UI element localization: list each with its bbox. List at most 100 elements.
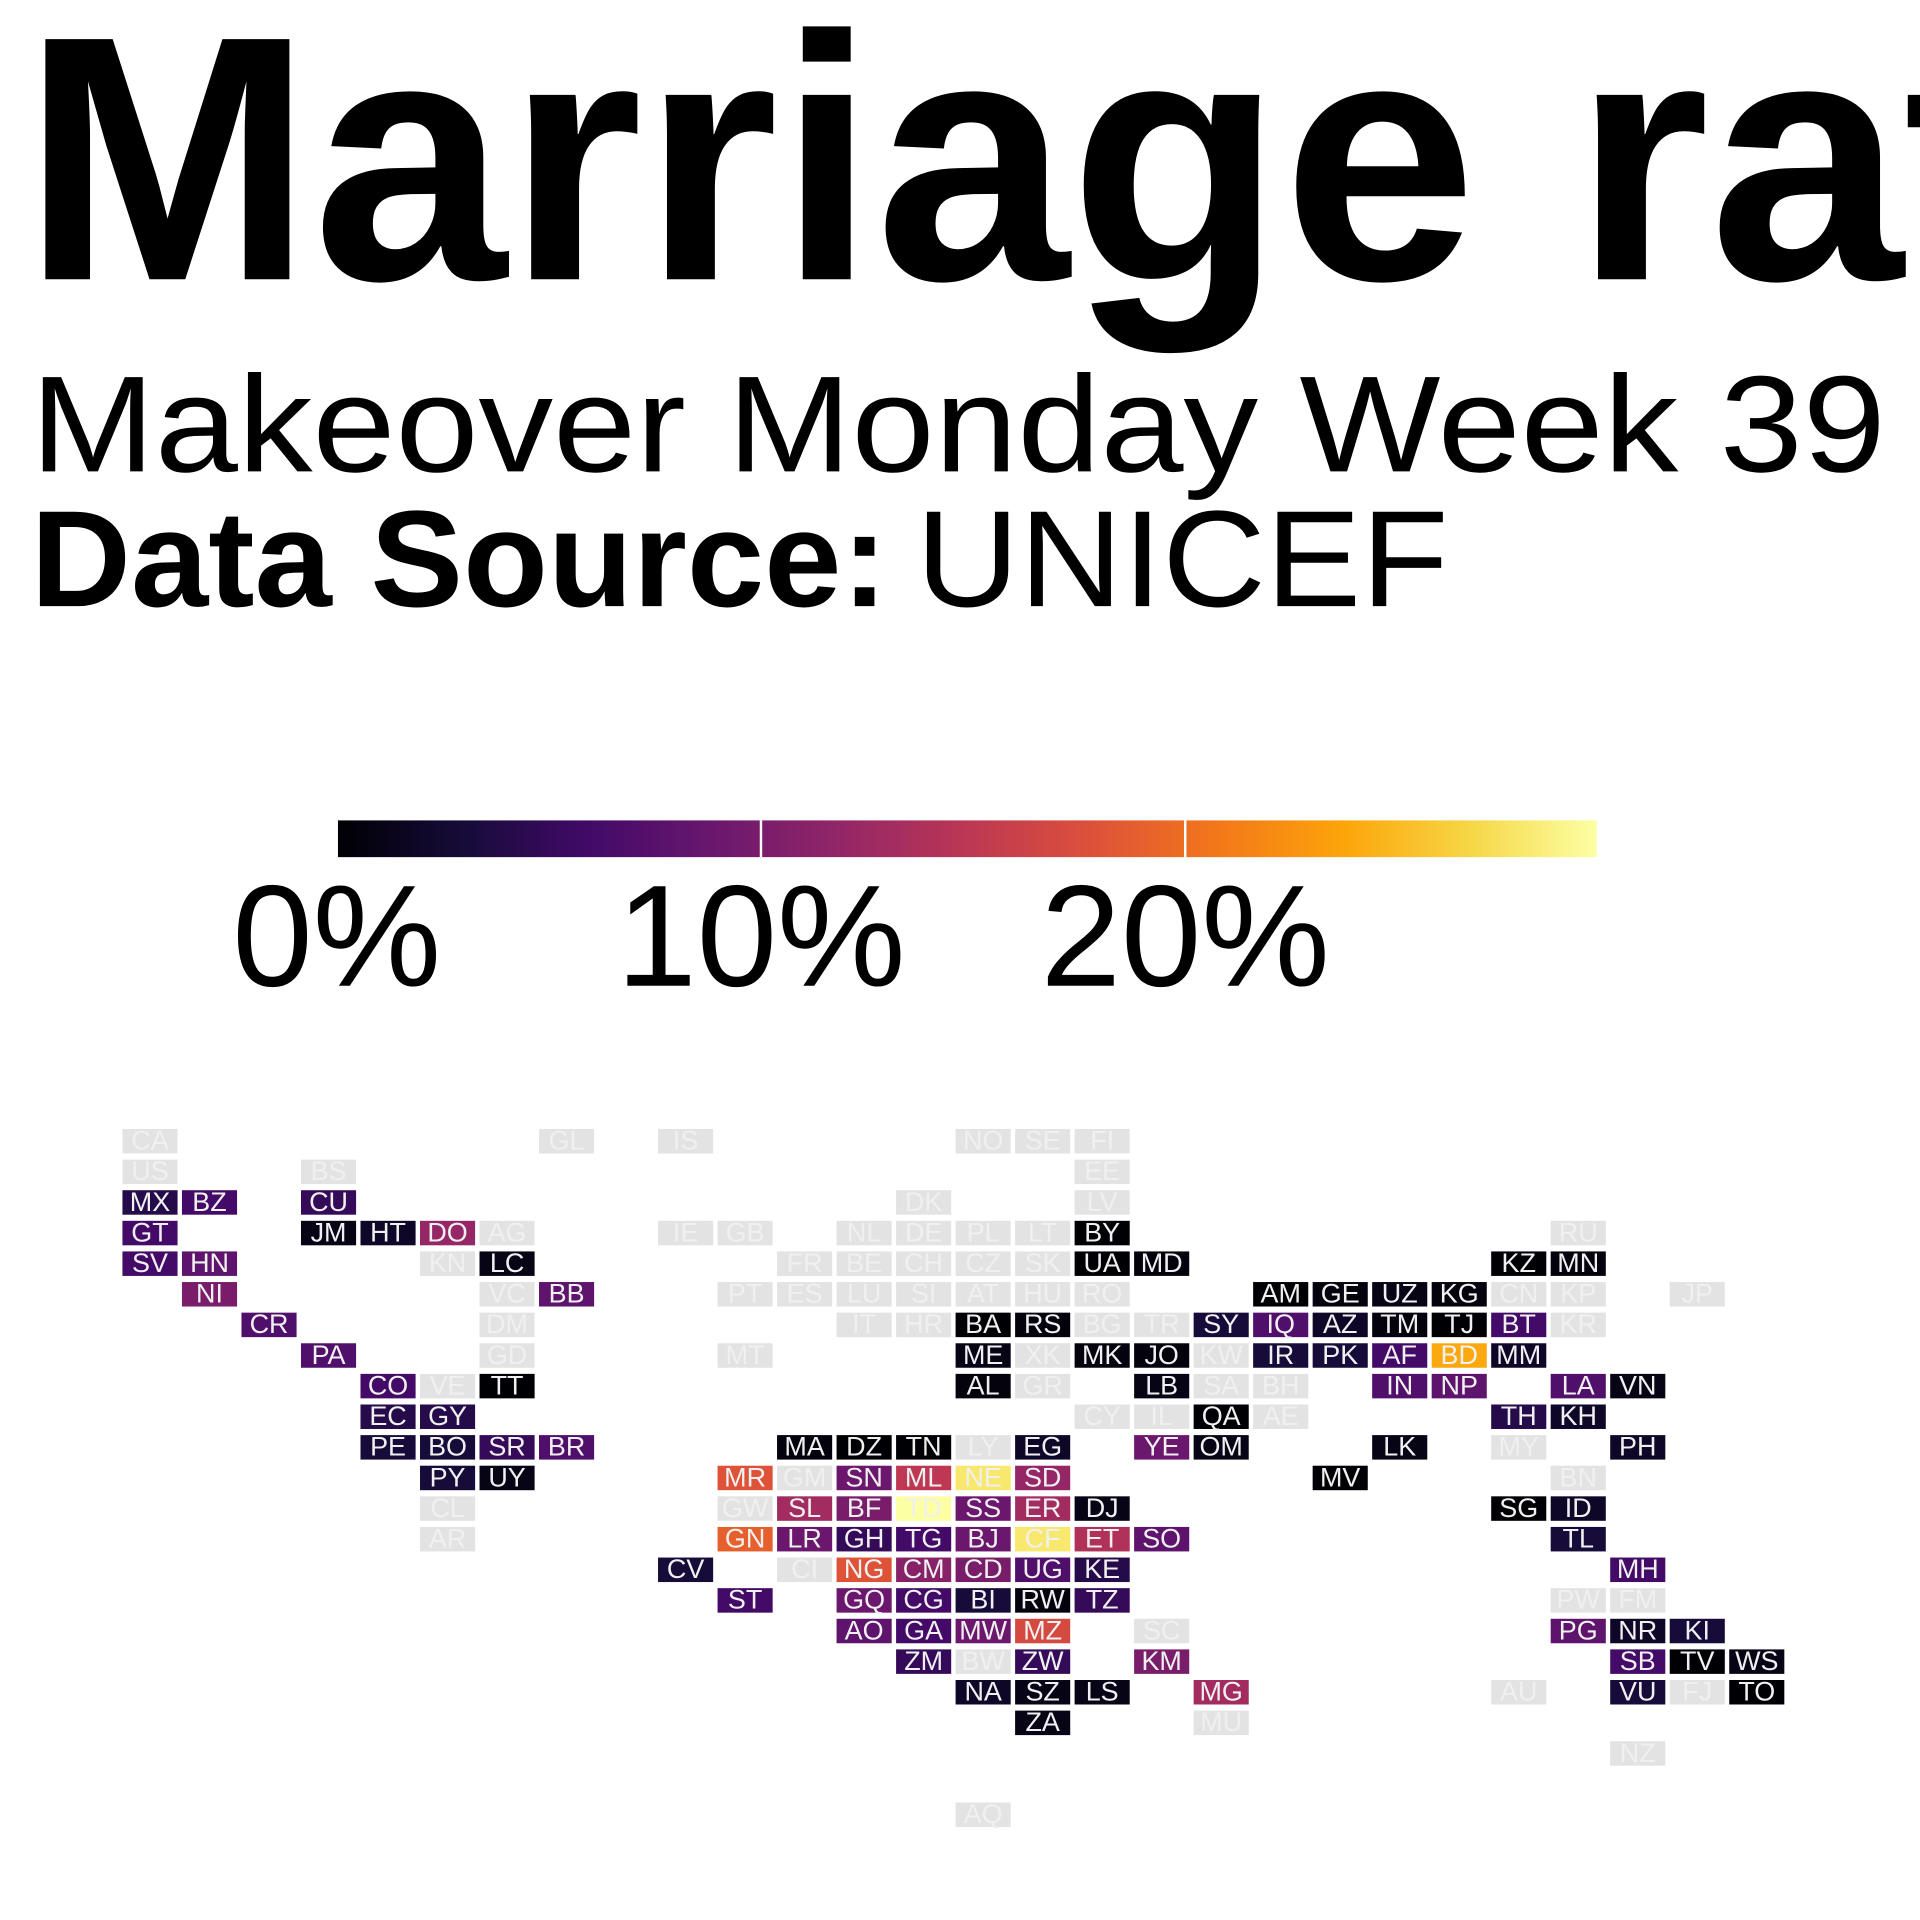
tile-label: UZ bbox=[1382, 1279, 1418, 1309]
tile bbox=[1015, 1588, 1071, 1613]
tile-label: SL bbox=[788, 1493, 821, 1523]
tile-label: AT bbox=[967, 1279, 999, 1309]
tile bbox=[955, 1251, 1011, 1276]
tile bbox=[1372, 1343, 1428, 1368]
tile bbox=[836, 1220, 892, 1246]
tile bbox=[479, 1251, 535, 1276]
tile bbox=[1431, 1373, 1487, 1399]
tile-label: MY bbox=[1499, 1432, 1539, 1462]
tile-label: KR bbox=[1560, 1309, 1597, 1339]
tile bbox=[1134, 1373, 1190, 1399]
tile-label: AE bbox=[1263, 1401, 1299, 1431]
tile bbox=[1134, 1343, 1190, 1368]
tile bbox=[1015, 1343, 1071, 1368]
tile-label: LU bbox=[847, 1279, 881, 1309]
tile bbox=[1015, 1220, 1071, 1246]
tile bbox=[1550, 1312, 1606, 1338]
tile bbox=[1134, 1404, 1190, 1429]
tile-label: AR bbox=[429, 1524, 466, 1554]
tile-label: LC bbox=[490, 1248, 524, 1278]
tile-label: CL bbox=[430, 1493, 464, 1523]
tile bbox=[420, 1526, 476, 1552]
tile-label: CA bbox=[131, 1126, 168, 1156]
tile bbox=[1669, 1282, 1725, 1307]
tile-label: VE bbox=[430, 1370, 466, 1400]
tile-label: GN bbox=[725, 1524, 765, 1554]
colorbar bbox=[336, 820, 1597, 858]
tile bbox=[658, 1128, 714, 1154]
tile-label: BF bbox=[847, 1493, 881, 1523]
colorbar-tick-label: 0% bbox=[232, 855, 441, 1017]
tile bbox=[1431, 1343, 1487, 1368]
tile bbox=[1312, 1465, 1368, 1491]
tile-label: ZA bbox=[1025, 1707, 1059, 1737]
tile-label: CO bbox=[368, 1370, 408, 1400]
tile bbox=[1193, 1373, 1249, 1399]
tile bbox=[1134, 1526, 1190, 1552]
tile bbox=[1074, 1588, 1130, 1613]
tile-label: IL bbox=[1150, 1401, 1172, 1431]
tile-label: CV bbox=[667, 1554, 704, 1584]
tile-label: ID bbox=[1565, 1493, 1592, 1523]
tile-label: SN bbox=[845, 1462, 882, 1492]
tile-label: ER bbox=[1024, 1493, 1061, 1523]
tile bbox=[1669, 1649, 1725, 1674]
tile bbox=[1015, 1312, 1071, 1338]
tile-label: TH bbox=[1501, 1401, 1537, 1431]
tile-label: AM bbox=[1260, 1279, 1300, 1309]
tile bbox=[1193, 1312, 1249, 1338]
tile-label: KH bbox=[1560, 1401, 1597, 1431]
tile bbox=[896, 1526, 952, 1552]
tile bbox=[1312, 1343, 1368, 1368]
tile bbox=[1372, 1282, 1428, 1307]
tile-label: PK bbox=[1322, 1340, 1358, 1370]
tile-label: BD bbox=[1441, 1340, 1478, 1370]
source: UNICEF bbox=[916, 483, 1449, 636]
tile-label: MK bbox=[1082, 1340, 1122, 1370]
tile bbox=[955, 1343, 1011, 1368]
tile-label: CG bbox=[903, 1585, 943, 1615]
tile bbox=[1312, 1312, 1368, 1338]
tile-label: TG bbox=[905, 1524, 942, 1554]
tile bbox=[1253, 1343, 1309, 1368]
tile-label: EG bbox=[1023, 1432, 1062, 1462]
tile bbox=[955, 1373, 1011, 1399]
tile-label: NP bbox=[1441, 1370, 1478, 1400]
tile-label: DE bbox=[905, 1217, 942, 1247]
tile-label: AF bbox=[1383, 1340, 1417, 1370]
tile-label: BN bbox=[1560, 1462, 1597, 1492]
tile bbox=[896, 1220, 952, 1246]
tile bbox=[1610, 1373, 1666, 1399]
tile-label: SR bbox=[488, 1432, 525, 1462]
tile-label: IN bbox=[1386, 1370, 1413, 1400]
tile bbox=[1134, 1435, 1190, 1460]
tile-label: LV bbox=[1087, 1187, 1118, 1217]
tile-label: PE bbox=[370, 1432, 406, 1462]
tile-label: AG bbox=[488, 1217, 527, 1247]
tile-label: CZ bbox=[965, 1248, 1001, 1278]
tile bbox=[539, 1282, 595, 1307]
tile bbox=[1610, 1618, 1666, 1644]
tile-label: FM bbox=[1618, 1585, 1657, 1615]
tile-label: MV bbox=[1320, 1462, 1360, 1492]
tile-label: LB bbox=[1145, 1370, 1178, 1400]
tile-label: MA bbox=[784, 1432, 824, 1462]
tile-label: SG bbox=[1499, 1493, 1538, 1523]
tile bbox=[241, 1312, 297, 1338]
tile-label: NZ bbox=[1620, 1738, 1656, 1768]
tile bbox=[1729, 1680, 1785, 1705]
tile bbox=[300, 1343, 357, 1368]
tile bbox=[896, 1435, 952, 1460]
tile bbox=[420, 1435, 476, 1460]
tile bbox=[1074, 1220, 1130, 1246]
tile-label: HT bbox=[370, 1217, 406, 1247]
tile bbox=[1074, 1312, 1130, 1338]
tile bbox=[1431, 1312, 1487, 1338]
tile bbox=[955, 1526, 1011, 1552]
tile bbox=[1074, 1190, 1130, 1215]
tile bbox=[777, 1282, 833, 1307]
tile bbox=[1015, 1557, 1071, 1583]
tile-label: MG bbox=[1199, 1677, 1242, 1707]
tile bbox=[1550, 1220, 1606, 1246]
tile bbox=[1610, 1588, 1666, 1613]
